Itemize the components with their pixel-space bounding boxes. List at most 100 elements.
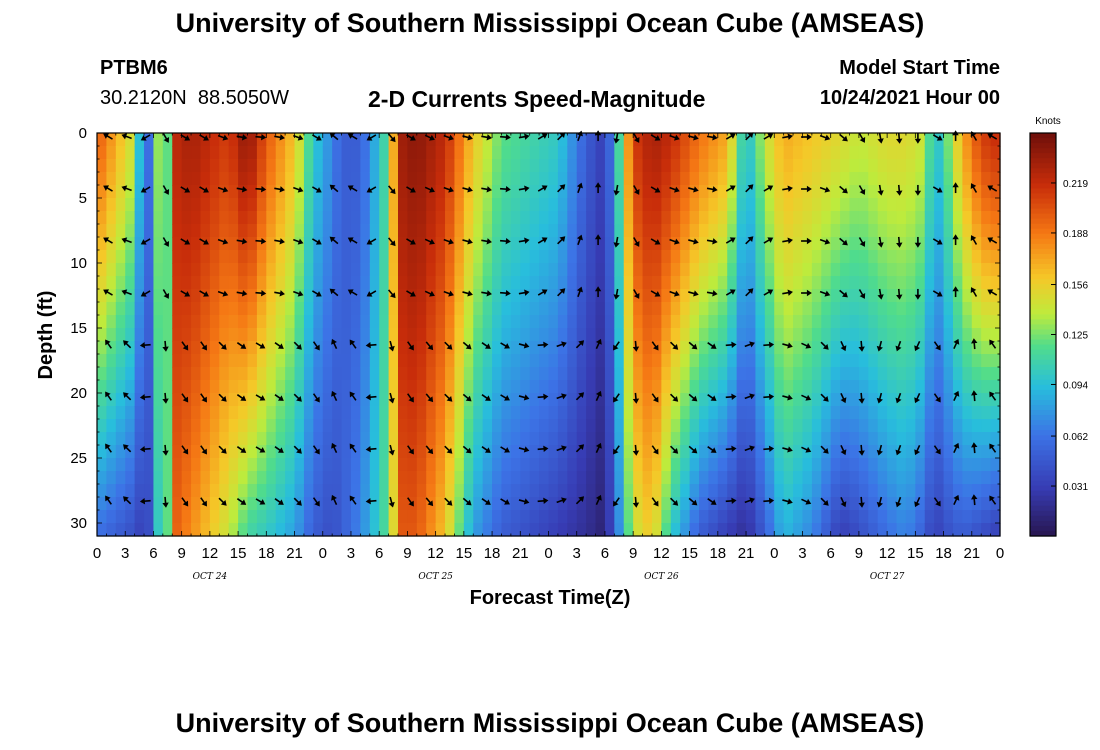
heatmap-cell: [153, 302, 164, 316]
colorbar-segment: [1030, 490, 1056, 497]
heatmap-cell: [463, 198, 474, 212]
heatmap-cell: [614, 510, 625, 524]
heatmap: [97, 133, 1001, 537]
heatmap-cell: [520, 302, 531, 316]
current-arrow: [914, 132, 922, 144]
heatmap-cell: [905, 263, 916, 277]
heatmap-cell: [924, 367, 935, 381]
current-arrow: [499, 237, 511, 245]
current-arrow: [518, 394, 530, 401]
heatmap-cell: [717, 224, 728, 238]
heatmap-cell: [783, 224, 794, 238]
heatmap-cell: [981, 146, 992, 160]
heatmap-cell: [849, 354, 860, 368]
heatmap-cell: [228, 224, 239, 238]
heatmap-cell: [341, 523, 352, 537]
heatmap-cell: [877, 497, 888, 511]
colorbar-segment: [1030, 274, 1056, 280]
heatmap-cell: [388, 471, 399, 485]
heatmap-cell: [350, 523, 361, 537]
heatmap-cell: [191, 302, 202, 316]
heatmap-cell: [971, 497, 982, 511]
current-arrow-head: [594, 286, 602, 292]
current-arrow: [236, 498, 247, 505]
heatmap-cell: [877, 484, 888, 498]
heatmap-cell: [97, 432, 108, 446]
heatmap-cell: [971, 341, 982, 355]
heatmap-cell: [172, 146, 183, 160]
heatmap-cell: [670, 484, 681, 498]
heatmap-cell: [369, 380, 380, 394]
heatmap-cell: [501, 302, 512, 316]
heatmap-cell: [303, 159, 314, 173]
heatmap-cell: [567, 510, 578, 524]
current-arrow-head: [541, 133, 548, 139]
current-arrow: [537, 497, 549, 505]
heatmap-cell: [435, 393, 446, 407]
heatmap-cell: [285, 445, 296, 459]
heatmap-cell: [924, 198, 935, 212]
current-arrow-head: [935, 396, 941, 403]
heatmap-cell: [529, 198, 540, 212]
current-arrow: [989, 339, 997, 349]
heatmap-cell: [586, 354, 597, 368]
heatmap-cell: [661, 224, 672, 238]
heatmap-cell: [830, 185, 841, 199]
heatmap-cell: [755, 289, 766, 303]
heatmap-cell: [144, 419, 155, 433]
current-arrow: [537, 289, 548, 296]
heatmap-cell: [755, 445, 766, 459]
colorbar-segment: [1030, 389, 1056, 396]
current-arrow-head: [691, 343, 698, 350]
heatmap-cell: [971, 406, 982, 420]
heatmap-cell: [576, 445, 587, 459]
heatmap-cell: [482, 419, 493, 433]
heatmap-cell: [576, 510, 587, 524]
heatmap-cell: [529, 367, 540, 381]
heatmap-cell: [680, 458, 691, 472]
heatmap-cell: [332, 445, 343, 459]
heatmap-cell: [106, 250, 117, 264]
heatmap-cell: [746, 172, 757, 186]
heatmap-cell: [97, 211, 108, 225]
heatmap-cell: [172, 367, 183, 381]
heatmap-cell: [360, 393, 371, 407]
current-arrow: [349, 391, 357, 401]
heatmap-cell: [764, 276, 775, 290]
heatmap-cell: [934, 224, 945, 238]
heatmap-cell: [303, 276, 314, 290]
heatmap-cell: [746, 198, 757, 212]
heatmap-cell: [492, 354, 503, 368]
heatmap-cell: [971, 484, 982, 498]
heatmap-cell: [915, 146, 926, 160]
heatmap-cell: [492, 484, 503, 498]
heatmap-cell: [567, 471, 578, 485]
current-arrow: [329, 236, 339, 245]
heatmap-cell: [153, 419, 164, 433]
colorbar-segment: [1030, 133, 1056, 139]
heatmap-cell: [341, 497, 352, 511]
current-arrow: [688, 290, 699, 297]
current-arrow: [952, 234, 959, 246]
current-arrow-head: [314, 500, 320, 507]
heatmap-cell: [238, 211, 249, 225]
heatmap-cell: [200, 471, 211, 485]
heatmap-cell: [219, 250, 230, 264]
heatmap-cell: [680, 484, 691, 498]
heatmap-cell: [811, 146, 822, 160]
heatmap-cell: [407, 523, 418, 537]
heatmap-cell: [350, 172, 361, 186]
heatmap-cell: [125, 510, 136, 524]
heatmap-cell: [548, 224, 559, 238]
heatmap-cell: [492, 185, 503, 199]
heatmap-cell: [736, 484, 747, 498]
current-arrow: [914, 392, 921, 404]
heatmap-cell: [369, 458, 380, 472]
heatmap-cell: [388, 458, 399, 472]
heatmap-cell: [990, 484, 1001, 498]
heatmap-cell: [473, 250, 484, 264]
current-arrow-head: [259, 499, 266, 505]
heatmap-cell: [952, 302, 963, 316]
current-arrow-head: [504, 499, 510, 505]
heatmap-cell: [341, 276, 352, 290]
